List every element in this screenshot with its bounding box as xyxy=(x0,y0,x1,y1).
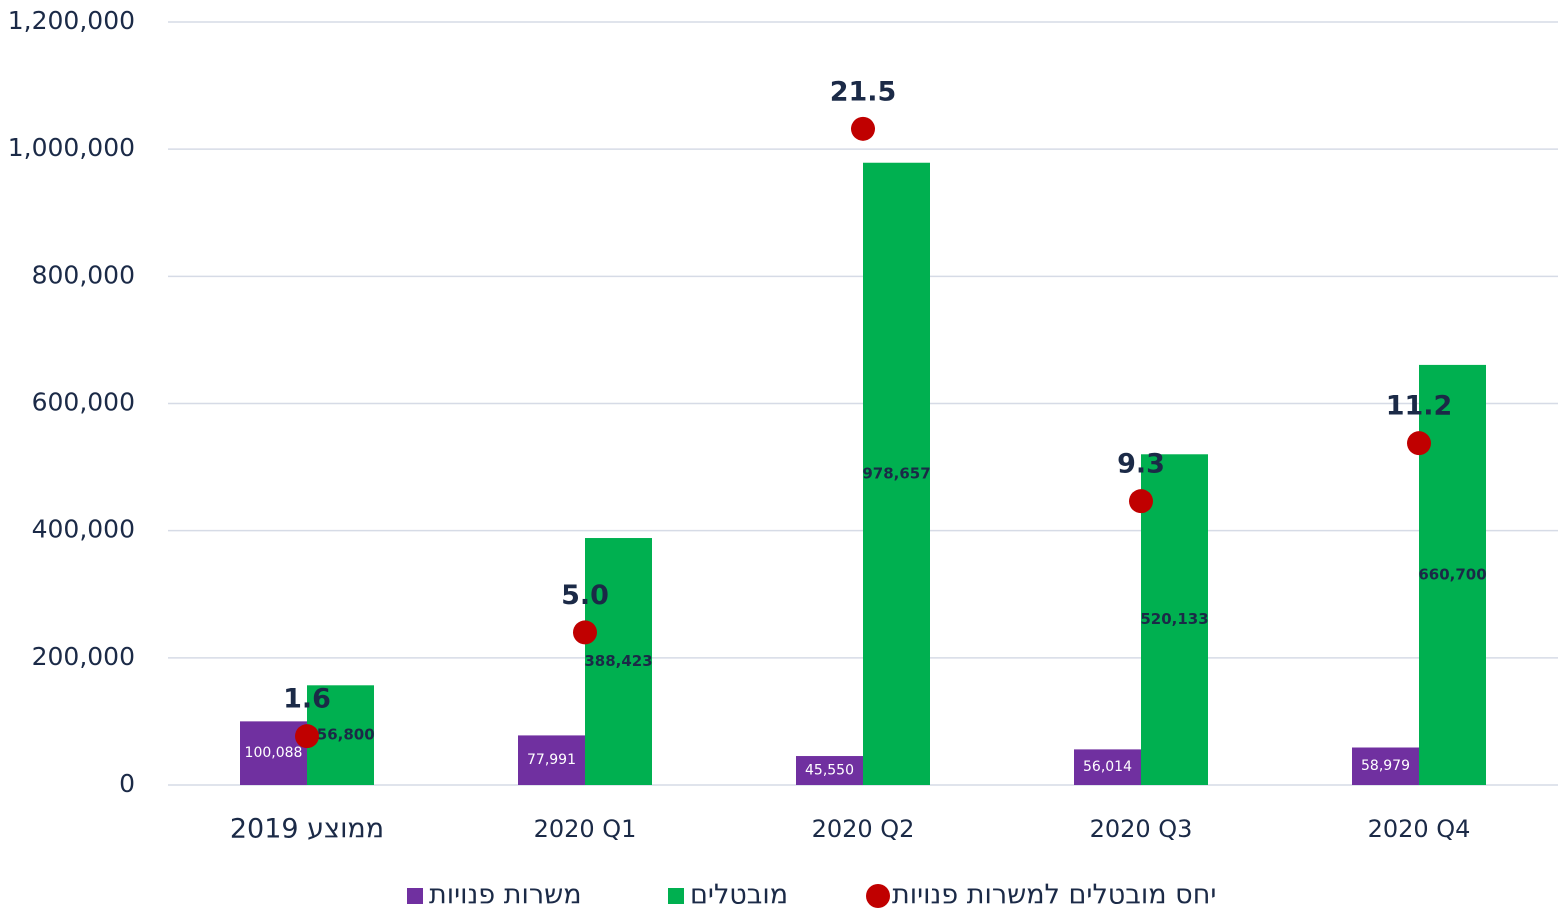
x-tick-label: ממוצע 2019 xyxy=(230,814,384,845)
y-tick-label: 1,000,000 xyxy=(8,133,135,162)
x-tick-label: 2020 Q1 xyxy=(534,815,637,843)
bar xyxy=(796,756,863,785)
ratio-label: 5.0 xyxy=(561,580,609,611)
bar-value-label: 45,550 xyxy=(805,763,854,779)
legend-label: משרות פנויות xyxy=(429,880,582,911)
bar-value-label: 58,979 xyxy=(1361,758,1410,774)
bar xyxy=(863,162,930,786)
y-tick-label: 600,000 xyxy=(32,388,135,417)
ratio-dot xyxy=(1407,431,1431,456)
ratio-label: 21.5 xyxy=(830,76,897,107)
ratio-dot xyxy=(573,620,597,645)
bar xyxy=(1419,364,1486,785)
ratio-dot xyxy=(295,724,319,749)
bar-value-label: 520,133 xyxy=(1140,610,1208,628)
legend-marker xyxy=(407,888,423,904)
bar xyxy=(585,538,652,785)
bar-value-label: 77,991 xyxy=(527,752,576,768)
legend-label: מובטלים xyxy=(690,880,788,911)
ratio-label: 9.3 xyxy=(1117,449,1165,480)
legend-marker xyxy=(866,884,890,908)
bar-value-label: 388,423 xyxy=(584,652,652,670)
ratio-dot xyxy=(1129,489,1153,514)
bar-value-label: 660,700 xyxy=(1418,565,1486,583)
y-tick-label: 0 xyxy=(119,769,135,798)
bar-value-label: 978,657 xyxy=(862,464,930,482)
y-tick-label: 800,000 xyxy=(32,260,135,289)
x-tick-label: 2020 Q3 xyxy=(1090,815,1193,843)
bar-value-label: 156,800 xyxy=(306,726,374,744)
bar xyxy=(1352,747,1419,785)
bar xyxy=(518,735,585,785)
ratio-label: 1.6 xyxy=(283,684,331,715)
bar-value-label: 56,014 xyxy=(1083,759,1132,775)
bar xyxy=(1074,749,1141,785)
y-tick-label: 400,000 xyxy=(32,515,135,544)
bar xyxy=(1141,454,1208,785)
y-tick-label: 1,200,000 xyxy=(8,6,135,35)
ratio-dot xyxy=(851,116,875,141)
legend-marker xyxy=(668,888,684,904)
bar-value-label: 100,088 xyxy=(245,745,303,761)
ratio-label: 11.2 xyxy=(1386,391,1453,422)
y-tick-label: 200,000 xyxy=(32,642,135,671)
x-tick-label: 2020 Q2 xyxy=(812,815,915,843)
x-tick-label: 2020 Q4 xyxy=(1368,815,1471,843)
legend-label: יחס מובטלים למשרות פנויות xyxy=(892,880,1216,911)
